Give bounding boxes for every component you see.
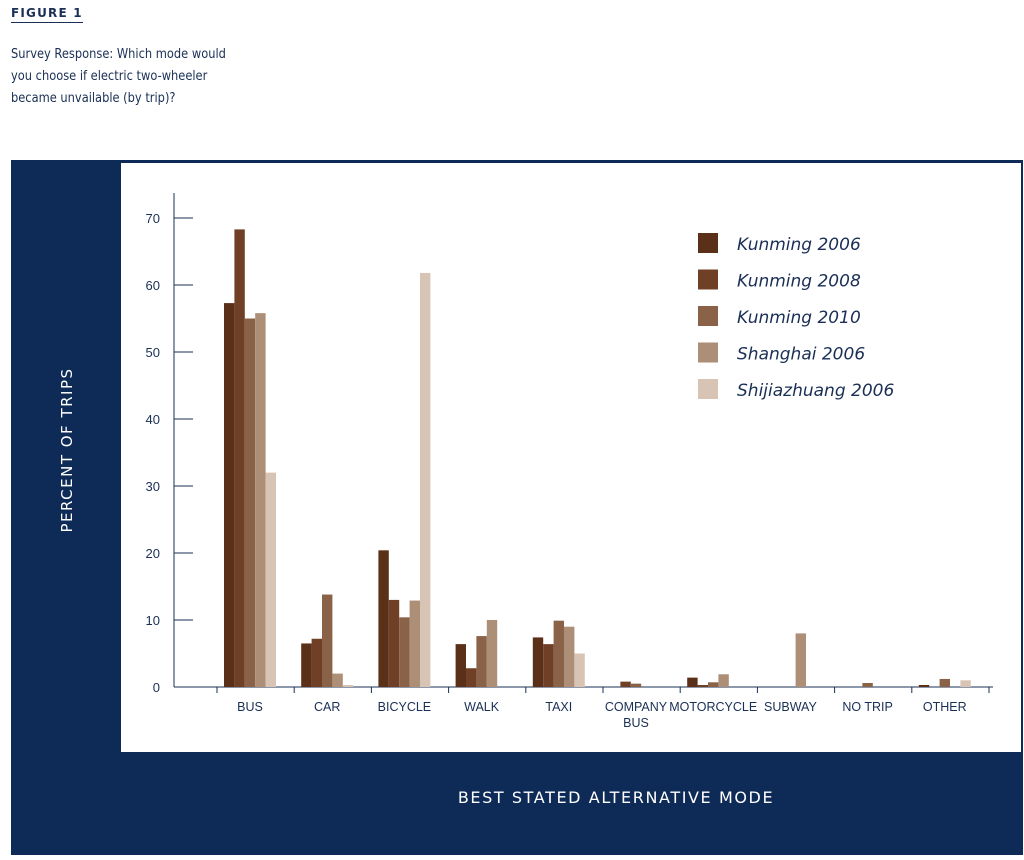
bar — [409, 600, 420, 687]
bar — [620, 681, 631, 687]
chart-caption: Survey Response: Which mode would you ch… — [11, 47, 226, 106]
x-tick-label: MOTORCYCLE — [669, 700, 757, 714]
x-tick-label: NO TRIP — [842, 700, 892, 714]
figure-label: FIGURE 1 — [11, 6, 83, 23]
bar — [918, 684, 930, 687]
legend-swatch — [698, 306, 718, 326]
y-tick-label: 30 — [146, 479, 160, 494]
y-tick-label: 0 — [153, 680, 160, 695]
y-tick-label: 10 — [146, 613, 160, 628]
bar — [388, 599, 400, 687]
legend-swatch — [698, 342, 718, 363]
bar — [466, 668, 477, 687]
y-tick-label: 50 — [146, 345, 160, 360]
x-tick-label: BUS — [237, 700, 263, 714]
bar — [543, 644, 554, 687]
bar — [708, 682, 719, 687]
bar — [862, 682, 873, 687]
x-tick-label: OTHER — [923, 700, 967, 714]
x-tick-label: TAXI — [545, 700, 572, 714]
bar — [244, 318, 256, 687]
bar — [332, 673, 343, 687]
bar — [322, 594, 333, 687]
y-tick-label: 40 — [146, 412, 160, 427]
y-tick-label: 60 — [146, 278, 160, 293]
bar — [532, 637, 544, 687]
bar — [476, 636, 487, 687]
bar — [486, 620, 498, 687]
bar — [795, 633, 806, 687]
bar — [265, 472, 276, 687]
legend-swatch — [698, 379, 718, 399]
bar — [399, 617, 410, 687]
legend-label: Shijiazhuang 2006 — [737, 381, 894, 401]
bar — [939, 678, 950, 687]
legend-label: Kunming 2006 — [737, 235, 861, 255]
bar — [311, 638, 322, 687]
x-tick-label: SUBWAY — [764, 700, 817, 714]
legend-label: Shanghai 2006 — [737, 345, 865, 365]
bar — [960, 680, 971, 687]
legend-label: Kunming 2008 — [737, 272, 861, 292]
bar — [234, 229, 245, 687]
bar — [687, 677, 698, 687]
bar — [378, 550, 389, 687]
bar — [574, 653, 585, 687]
x-axis-title: BEST STATED ALTERNATIVE MODE — [457, 788, 775, 807]
bar — [420, 272, 431, 687]
y-tick-label: 70 — [146, 211, 160, 226]
bar — [455, 644, 466, 687]
bar — [718, 674, 729, 687]
x-tick-label: WALK — [464, 700, 500, 714]
bar — [301, 643, 312, 687]
bar — [553, 620, 564, 687]
legend-swatch — [698, 269, 718, 290]
bar — [697, 684, 708, 687]
bar — [342, 684, 354, 687]
legend-label: Kunming 2010 — [737, 308, 861, 328]
x-tick-label: BICYCLE — [378, 700, 432, 714]
bar — [630, 683, 642, 687]
bar — [564, 626, 575, 687]
legend-swatch — [698, 233, 718, 253]
bar — [224, 303, 235, 687]
x-tick-label: CAR — [314, 700, 340, 714]
y-tick-label: 20 — [146, 546, 160, 561]
x-tick-label: COMPANY BUS — [605, 700, 668, 730]
bar — [255, 313, 266, 687]
